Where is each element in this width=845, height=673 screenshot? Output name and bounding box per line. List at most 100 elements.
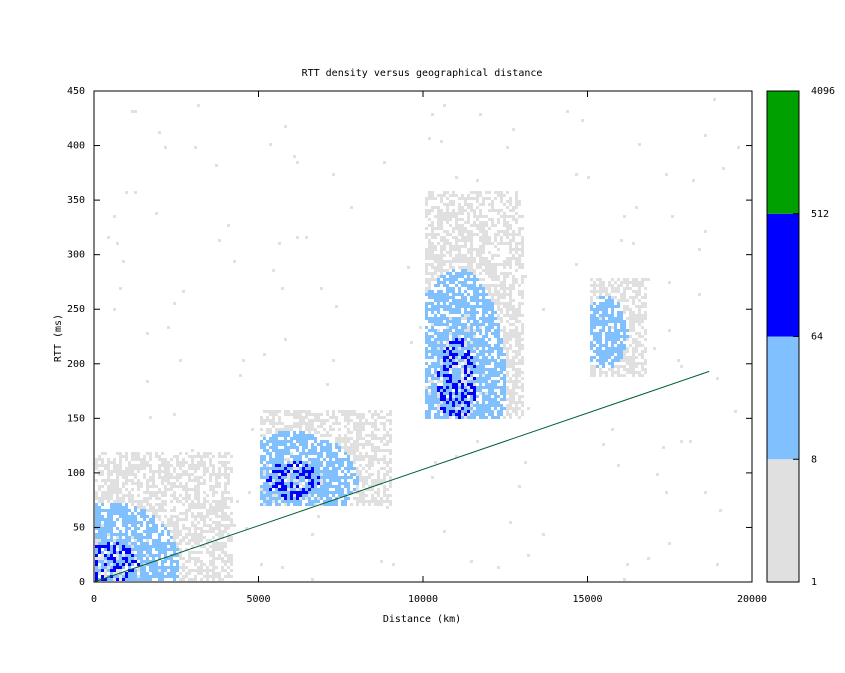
density-cell <box>431 362 434 365</box>
density-cell <box>455 242 458 245</box>
density-cell <box>452 317 455 320</box>
density-cell <box>443 392 446 395</box>
density-cell <box>440 401 443 404</box>
density-cell <box>503 368 506 371</box>
density-cell <box>122 500 125 503</box>
density-cell <box>479 272 482 275</box>
density-cell <box>284 464 287 467</box>
density-cell <box>590 278 593 281</box>
density-cell <box>359 413 362 416</box>
density-cell <box>485 287 488 290</box>
density-cell <box>440 299 443 302</box>
density-cell <box>485 326 488 329</box>
density-cell <box>626 338 629 341</box>
density-cell <box>470 383 473 386</box>
density-cell <box>305 410 308 413</box>
density-cell <box>119 509 122 512</box>
density-cell <box>224 551 227 554</box>
density-cell <box>359 419 362 422</box>
density-cell <box>443 191 446 194</box>
density-cell <box>218 482 221 485</box>
density-cell <box>98 578 101 581</box>
density-cell <box>518 350 521 353</box>
density-cell <box>602 329 605 332</box>
density-cell <box>428 245 431 248</box>
density-cell <box>209 524 212 527</box>
density-cell <box>467 410 470 413</box>
density-cell <box>305 461 308 464</box>
density-cell <box>323 419 326 422</box>
density-cell <box>305 473 308 476</box>
density-cell <box>194 491 197 494</box>
density-cell <box>467 212 470 215</box>
density-cell <box>164 458 167 461</box>
density-cell <box>98 566 101 569</box>
density-cell <box>521 386 524 389</box>
density-cell <box>506 242 509 245</box>
density-cell <box>212 455 215 458</box>
density-cell <box>389 419 392 422</box>
density-cell <box>347 416 350 419</box>
density-cell <box>191 455 194 458</box>
density-cell <box>521 344 524 347</box>
density-cell <box>380 467 383 470</box>
density-cell <box>320 287 323 290</box>
density-cell <box>353 443 356 446</box>
density-cell <box>446 239 449 242</box>
density-cell <box>224 452 227 455</box>
density-cell <box>326 482 329 485</box>
density-cell <box>350 491 353 494</box>
density-cell <box>275 458 278 461</box>
density-cell <box>353 422 356 425</box>
density-cell <box>470 251 473 254</box>
density-cell <box>272 443 275 446</box>
density-cell <box>152 506 155 509</box>
density-cell <box>218 545 221 548</box>
density-cell <box>599 281 602 284</box>
density-cell <box>443 230 446 233</box>
density-cell <box>272 497 275 500</box>
density-cell <box>443 239 446 242</box>
density-cell <box>485 320 488 323</box>
density-cell <box>131 530 134 533</box>
density-cell <box>263 437 266 440</box>
density-cell <box>512 383 515 386</box>
density-cell <box>509 404 512 407</box>
density-cell <box>263 494 266 497</box>
density-cell <box>428 404 431 407</box>
density-cell <box>488 305 491 308</box>
density-cell <box>140 524 143 527</box>
density-cell <box>485 293 488 296</box>
density-cell <box>110 572 113 575</box>
density-cell <box>365 479 368 482</box>
density-cell <box>128 566 131 569</box>
density-cell <box>620 239 623 242</box>
density-cell <box>443 314 446 317</box>
density-cell <box>113 578 116 581</box>
density-cell <box>482 311 485 314</box>
density-cell <box>296 479 299 482</box>
density-cell <box>98 542 101 545</box>
density-cell <box>434 401 437 404</box>
density-cell <box>500 353 503 356</box>
density-cell <box>494 344 497 347</box>
density-cell <box>440 266 443 269</box>
density-cell <box>326 434 329 437</box>
density-cell <box>431 230 434 233</box>
density-cell <box>242 359 245 362</box>
density-cell <box>617 371 620 374</box>
density-cell <box>134 476 137 479</box>
density-cell <box>500 341 503 344</box>
density-cell <box>464 341 467 344</box>
density-cell <box>356 491 359 494</box>
density-cell <box>593 338 596 341</box>
density-cell <box>278 485 281 488</box>
density-cell <box>308 434 311 437</box>
density-cell <box>500 365 503 368</box>
density-cell <box>428 380 431 383</box>
density-cell <box>425 392 428 395</box>
density-cell <box>443 308 446 311</box>
density-cell <box>452 245 455 248</box>
density-cell <box>170 560 173 563</box>
density-cell <box>449 296 452 299</box>
